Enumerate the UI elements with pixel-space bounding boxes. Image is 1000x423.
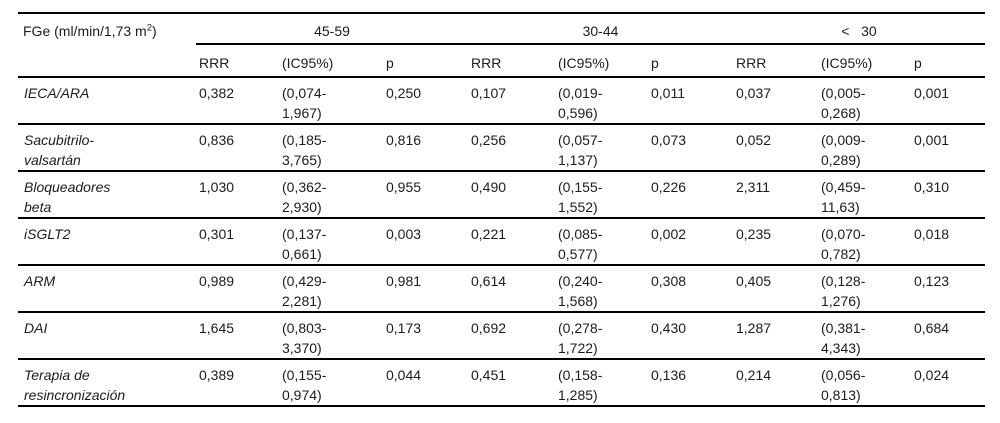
column-header-p: p xyxy=(651,55,659,71)
group-header-45-59: 45-59 xyxy=(196,14,468,45)
p-value: 0,011 xyxy=(651,85,685,101)
ci-value: (0,429- 2,281) xyxy=(282,273,327,309)
column-header-ic95: (IC95%) xyxy=(821,55,873,71)
p-value: 0,250 xyxy=(386,85,422,101)
table-row: Bloqueadores beta 1,030 (0,362- 2,930) 0… xyxy=(18,172,985,219)
column-header-rrr: RRR xyxy=(471,55,502,71)
rrr-value: 0,256 xyxy=(471,132,507,148)
column-header-ic95: (IC95%) xyxy=(558,55,610,71)
p-value: 0,001 xyxy=(914,85,950,101)
ci-value: (0,056- 0,813) xyxy=(821,367,866,403)
ci-value: (0,019- 0,596) xyxy=(558,85,603,121)
row-label: Bloqueadores beta xyxy=(24,179,111,215)
rrr-value: 0,221 xyxy=(471,226,507,242)
p-value: 0,955 xyxy=(386,179,422,195)
ci-value: (0,057- 1,137) xyxy=(558,132,603,168)
p-value: 0,173 xyxy=(386,320,422,336)
rrr-value: 0,989 xyxy=(199,273,235,289)
table-row: Sacubitrilo- valsartán 0,836 (0,185- 3,7… xyxy=(18,125,985,172)
ci-value: (0,459- 11,63) xyxy=(821,179,866,215)
table-row: ARM 0,989 (0,429- 2,281) 0,981 0,614 (0,… xyxy=(18,266,985,313)
p-value: 0,001 xyxy=(914,132,950,148)
rrr-value: 0,836 xyxy=(199,132,235,148)
ci-value: (0,362- 2,930) xyxy=(282,179,327,215)
p-value: 0,073 xyxy=(651,132,687,148)
ci-value: (0,085- 0,577) xyxy=(558,226,603,262)
ci-value: (0,009- 0,289) xyxy=(821,132,866,168)
rrr-value: 1,030 xyxy=(199,179,235,195)
p-value: 0,430 xyxy=(651,320,687,336)
rrr-value: 0,389 xyxy=(199,367,235,383)
rrr-value: 0,490 xyxy=(471,179,507,195)
column-header-ic95: (IC95%) xyxy=(282,55,334,71)
column-header-p: p xyxy=(914,55,922,71)
row-label: Terapia de resincronización xyxy=(24,367,126,403)
row-label: IECA/ARA xyxy=(24,85,90,101)
rrr-value: 0,235 xyxy=(736,226,772,242)
row-label: ARM xyxy=(24,273,56,289)
p-value: 0,226 xyxy=(651,179,687,195)
rrr-value: 0,614 xyxy=(471,273,507,289)
ci-value: (0,074- 1,967) xyxy=(282,85,327,121)
p-value: 0,136 xyxy=(651,367,687,383)
rrr-value: 0,037 xyxy=(736,85,772,101)
ci-value: (0,070- 0,782) xyxy=(821,226,866,262)
ci-value: (0,137- 0,661) xyxy=(282,226,327,262)
column-header-rrr: RRR xyxy=(736,55,767,71)
ci-value: (0,155- 1,552) xyxy=(558,179,603,215)
ci-value: (0,185- 3,765) xyxy=(282,132,327,168)
ci-value: (0,158- 1,285) xyxy=(558,367,603,403)
column-header-p: p xyxy=(386,55,394,71)
ci-value: (0,381- 4,343) xyxy=(821,320,866,356)
rrr-value: 0,052 xyxy=(736,132,772,148)
corner-header-superscript: 2 xyxy=(146,22,152,34)
table-row: IECA/ARA 0,382 (0,074- 1,967) 0,250 0,10… xyxy=(18,78,985,125)
ci-value: (0,155- 0,974) xyxy=(282,367,327,403)
p-value: 0,310 xyxy=(914,179,950,195)
ci-value: (0,128- 1,276) xyxy=(821,273,866,309)
corner-header-text: FGe (ml/min/1,73 m xyxy=(23,23,147,39)
rrr-value: 1,645 xyxy=(199,320,235,336)
empty-corner-cell xyxy=(18,45,196,76)
p-value: 0,003 xyxy=(386,226,422,242)
rrr-value: 0,405 xyxy=(736,273,772,289)
table-header-groups: FGe (ml/min/1,73 m2) 45-59 30-44 < 30 xyxy=(18,14,985,45)
group-header-30-44: 30-44 xyxy=(468,14,733,45)
column-header-rrr: RRR xyxy=(199,55,230,71)
p-value: 0,684 xyxy=(914,320,950,336)
ci-value: (0,278- 1,722) xyxy=(558,320,603,356)
row-label: iSGLT2 xyxy=(24,226,71,242)
rrr-value: 0,214 xyxy=(736,367,772,383)
row-label: DAI xyxy=(24,320,48,336)
corner-header-close: ) xyxy=(152,23,157,39)
results-table: FGe (ml/min/1,73 m2) 45-59 30-44 < 30 RR… xyxy=(18,12,985,407)
ci-value: (0,803- 3,370) xyxy=(282,320,327,356)
rrr-value: 0,107 xyxy=(471,85,507,101)
p-value: 0,816 xyxy=(386,132,422,148)
ci-value: (0,005- 0,268) xyxy=(821,85,866,121)
p-value: 0,018 xyxy=(914,226,950,242)
rrr-value: 0,382 xyxy=(199,85,235,101)
rrr-value: 0,451 xyxy=(471,367,507,383)
rrr-value: 2,311 xyxy=(736,179,770,195)
ci-value: (0,240- 1,568) xyxy=(558,273,603,309)
row-label: Sacubitrilo- valsartán xyxy=(24,132,95,168)
table-row: iSGLT2 0,301 (0,137- 0,661) 0,003 0,221 … xyxy=(18,219,985,266)
group-header-lt-30: < 30 xyxy=(733,14,985,45)
p-value: 0,981 xyxy=(386,273,422,289)
table-row: Terapia de resincronización 0,389 (0,155… xyxy=(18,360,985,407)
p-value: 0,024 xyxy=(914,367,950,383)
table-row: DAI 1,645 (0,803- 3,370) 0,173 0,692 (0,… xyxy=(18,313,985,360)
p-value: 0,308 xyxy=(651,273,687,289)
table-header-subcolumns: RRR (IC95%) p RRR (IC95%) p RRR (IC95%) … xyxy=(18,45,985,78)
p-value: 0,002 xyxy=(651,226,687,242)
rrr-value: 0,692 xyxy=(471,320,507,336)
rrr-value: 1,287 xyxy=(736,320,772,336)
p-value: 0,123 xyxy=(914,273,950,289)
p-value: 0,044 xyxy=(386,367,422,383)
corner-header: FGe (ml/min/1,73 m2) xyxy=(18,14,196,45)
rrr-value: 0,301 xyxy=(199,226,235,242)
